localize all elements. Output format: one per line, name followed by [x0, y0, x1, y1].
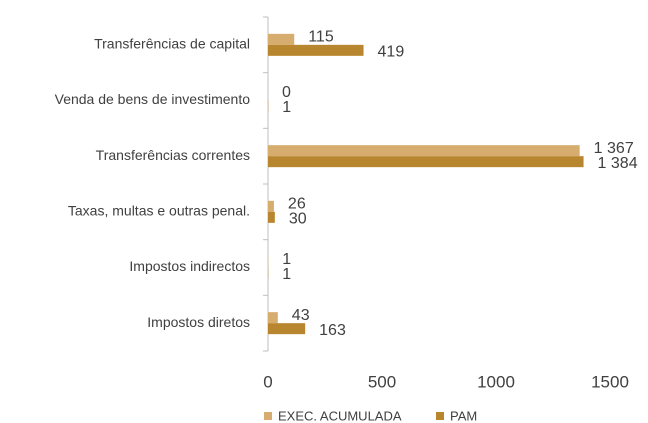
- y-tick-label: Taxas, multas e outras penal.: [68, 203, 250, 219]
- y-tick-label: Impostos indirectos: [129, 258, 250, 274]
- legend-label: EXEC. ACUMULADA: [278, 408, 402, 423]
- value-label: 1: [282, 251, 291, 268]
- x-tick-label: 1500: [591, 372, 629, 391]
- x-tick-label: 500: [368, 372, 396, 391]
- bar: [268, 156, 584, 168]
- value-label: 419: [378, 44, 405, 61]
- legend-swatch: [436, 412, 444, 420]
- x-tick-label: 0: [263, 372, 272, 391]
- value-label: 115: [308, 29, 334, 46]
- legend-swatch: [264, 412, 272, 420]
- y-tick-label: Venda de bens de investimento: [55, 91, 251, 107]
- bar: [268, 323, 306, 335]
- value-label: 163: [319, 322, 346, 339]
- bar: [268, 145, 580, 157]
- value-label: 30: [289, 211, 307, 228]
- value-label: 1 384: [598, 155, 638, 172]
- y-tick-label: Impostos diretos: [147, 314, 250, 330]
- value-label: 1 367: [594, 140, 634, 157]
- value-label: 0: [282, 84, 291, 101]
- value-label: 43: [292, 307, 310, 324]
- bar: [268, 211, 275, 223]
- bar: [268, 44, 364, 56]
- value-label: 1: [282, 99, 291, 116]
- bar: [268, 200, 274, 212]
- bar: [268, 312, 278, 324]
- value-label: 26: [288, 196, 306, 213]
- y-tick-label: Transferências de capital: [94, 36, 250, 52]
- x-tick-label: 1000: [477, 372, 515, 391]
- bar: [268, 33, 295, 45]
- y-tick-label: Transferências correntes: [96, 147, 250, 163]
- legend-label: PAM: [450, 408, 477, 423]
- value-label: 1: [282, 266, 291, 283]
